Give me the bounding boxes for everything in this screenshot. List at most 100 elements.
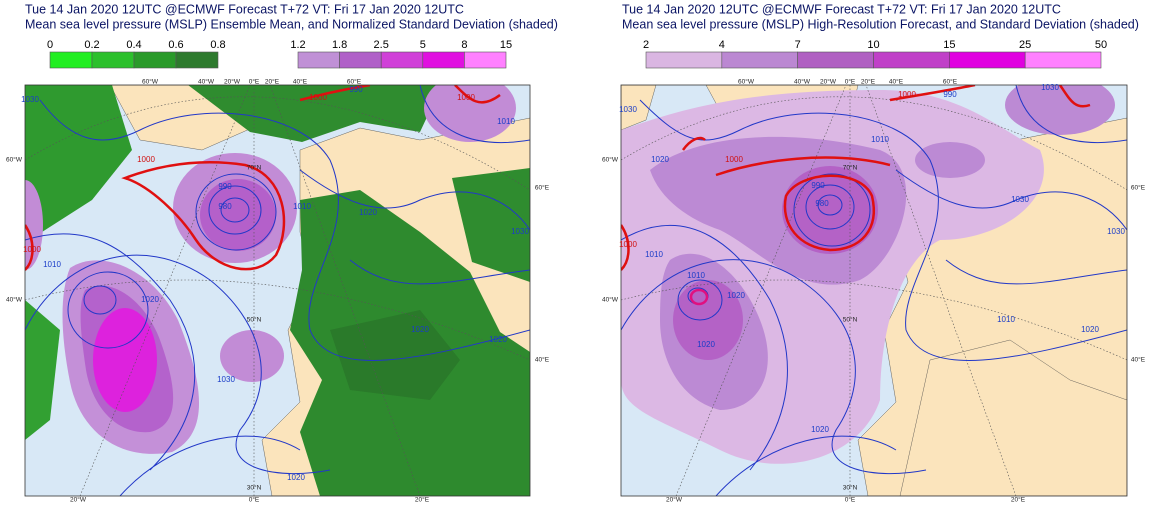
legend-swatch: [91, 51, 135, 69]
legend-tick: 2.5: [374, 39, 389, 51]
graticule: [621, 85, 1127, 496]
contour-label: 1000: [898, 90, 916, 99]
subtitle: Mean sea level pressure (MSLP) Ensemble …: [25, 17, 558, 31]
graticule-label: 20°W: [820, 78, 837, 86]
contour-label: 1000: [309, 93, 327, 102]
contour-label: 1020: [1081, 325, 1099, 334]
shading: [452, 168, 530, 282]
graticule-label: 40°E: [293, 78, 308, 86]
contour: [805, 184, 855, 230]
shading: [1005, 85, 1115, 135]
shading: [93, 308, 157, 412]
legend-tick: 1.2: [290, 39, 305, 51]
graticule-label: 20°E: [265, 78, 280, 86]
graticule-label: 40°W: [198, 78, 215, 86]
graticule-label: 70°N: [843, 164, 858, 172]
graticule-label: 20°E: [415, 496, 430, 504]
legend-tick: 8: [461, 39, 467, 51]
graticule-label: 40°W: [794, 78, 811, 86]
graticule-label: 70°N: [247, 164, 262, 172]
contour-label: 990: [349, 85, 363, 94]
legend-tick: 15: [943, 39, 955, 51]
legend-swatch: [380, 51, 424, 69]
contour-label: 1020: [141, 295, 159, 304]
contour-label: 1030: [511, 227, 529, 236]
graticule-label: 60°W: [602, 156, 619, 164]
legend-swatch: [133, 51, 177, 69]
legend-tick: 0.8: [210, 39, 225, 51]
legend-tick: 50: [1095, 39, 1107, 51]
graticule-label: 60°E: [943, 78, 958, 86]
graticule-label: 20°E: [1011, 496, 1026, 504]
map-frame: [24, 84, 531, 497]
graticule-label: 50°N: [843, 316, 858, 324]
contour: [689, 288, 709, 306]
legend-tick: 10: [867, 39, 879, 51]
legend-tick: 5: [420, 39, 426, 51]
legend-swatch: [464, 51, 507, 69]
land: [899, 339, 1127, 496]
legend-tick: 15: [500, 39, 512, 51]
subtitle: Mean sea level pressure (MSLP) High-Reso…: [622, 17, 1139, 31]
map-right: [621, 85, 1127, 496]
shading: [220, 330, 284, 382]
graticule-label: 20°W: [666, 496, 683, 504]
contour-label: 1020: [359, 208, 377, 217]
contour-label: 1020: [727, 291, 745, 300]
contour-label: 1000: [457, 93, 475, 102]
graticule-label: 40°E: [889, 78, 904, 86]
graticule-label: 0°E: [845, 496, 856, 504]
contour-1000: [121, 161, 286, 271]
legend-tick: 0.6: [168, 39, 183, 51]
contour-1000: [25, 85, 501, 271]
contour-label: 980: [815, 199, 829, 208]
graticule-label: 30°N: [247, 484, 262, 492]
contour-1000: [621, 85, 1091, 271]
contour: [208, 185, 262, 235]
graticule-label: 40°W: [6, 296, 23, 304]
legend-swatch: [721, 51, 798, 69]
contour-label: 1030: [619, 105, 637, 114]
contour-label: 1010: [497, 117, 515, 126]
shading: [782, 166, 878, 254]
contour-1000: [681, 136, 891, 177]
graticule-label: 40°W: [602, 296, 619, 304]
contour-label: 1030: [217, 375, 235, 384]
contour-label: 1030: [1107, 227, 1125, 236]
contour-label: 1010: [871, 135, 889, 144]
title: Tue 14 Jan 2020 12UTC @ECMWF Forecast T+…: [622, 2, 1061, 16]
legend-tick: 2: [643, 39, 649, 51]
land: [621, 85, 657, 131]
graticule-label: 0°E: [249, 78, 260, 86]
legend-tick: 0.4: [126, 39, 141, 51]
graticule-label: 40°E: [535, 356, 550, 364]
contour-label: 1030: [1011, 195, 1029, 204]
legend-swatch: [422, 51, 465, 69]
graticule-label: 50°N: [247, 316, 262, 324]
contour: [195, 173, 277, 251]
contour: [67, 271, 149, 349]
graticule-label: 60°E: [535, 184, 550, 192]
shading: [25, 300, 60, 440]
contour-label: 1020: [811, 425, 829, 434]
legend-swatch: [297, 51, 340, 69]
contour: [677, 279, 723, 321]
shading: [200, 179, 276, 251]
contour: [793, 173, 871, 247]
legend-swatch: [645, 51, 723, 69]
shading: [915, 142, 985, 178]
legend-swatch: [1024, 51, 1102, 69]
contour-label: 1020: [489, 335, 507, 344]
graticule-label: 40°E: [1131, 356, 1146, 364]
contour-label: 1020: [411, 325, 429, 334]
map-frame: [620, 84, 1128, 497]
shading: [424, 85, 516, 142]
graticule-label: 0°E: [249, 496, 260, 504]
legend-tick: 0: [47, 39, 53, 51]
contour-label: 1030: [21, 95, 39, 104]
shading: [188, 85, 442, 142]
contour-label: 1010: [293, 202, 311, 211]
contour-label: 1010: [43, 260, 61, 269]
contour-label: 1010: [645, 250, 663, 259]
